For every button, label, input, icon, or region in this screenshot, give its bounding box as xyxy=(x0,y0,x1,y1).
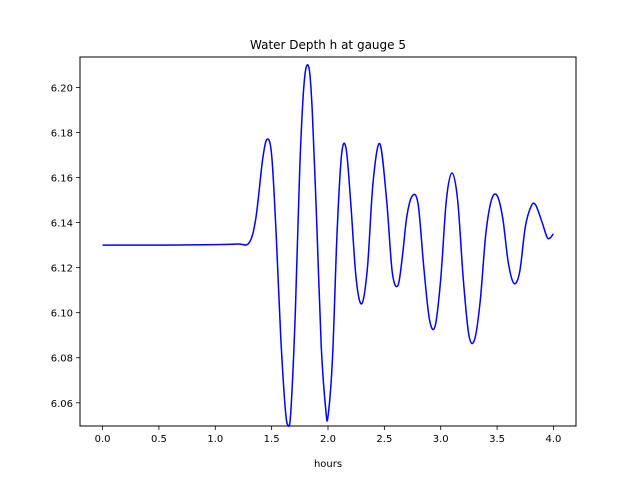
x-tick-label: 1.5 xyxy=(264,434,280,445)
x-tick-label: 0.5 xyxy=(151,434,167,445)
y-tick-label: 6.10 xyxy=(51,309,73,320)
x-tick-label: 4.0 xyxy=(546,434,562,445)
x-axis-label: hours xyxy=(314,459,342,470)
x-tick-label: 2.0 xyxy=(320,434,336,445)
chart-title: Water Depth h at gauge 5 xyxy=(250,38,406,52)
x-axis: 0.0 0.5 1.0 1.5 2.0 2.5 3.0 3.5 4.0 xyxy=(95,426,562,445)
y-tick-label: 6.20 xyxy=(51,83,73,94)
y-axis: 6.06 6.08 6.10 6.12 6.14 6.16 6.18 6.20 xyxy=(51,83,80,410)
series-line-water-depth xyxy=(102,64,555,428)
plot-area-frame xyxy=(79,56,577,427)
x-tick-label: 3.0 xyxy=(433,434,449,445)
y-tick-label: 6.12 xyxy=(51,264,73,275)
y-tick-label: 6.18 xyxy=(51,128,73,139)
x-tick-label: 3.5 xyxy=(489,434,505,445)
y-tick-label: 6.06 xyxy=(51,399,73,410)
x-tick-label: 1.0 xyxy=(207,434,223,445)
y-tick-label: 6.16 xyxy=(51,174,73,185)
y-tick-label: 6.08 xyxy=(51,354,73,365)
x-tick-label: 0.0 xyxy=(95,434,111,445)
x-tick-label: 2.5 xyxy=(376,434,392,445)
y-tick-label: 6.14 xyxy=(51,219,73,230)
